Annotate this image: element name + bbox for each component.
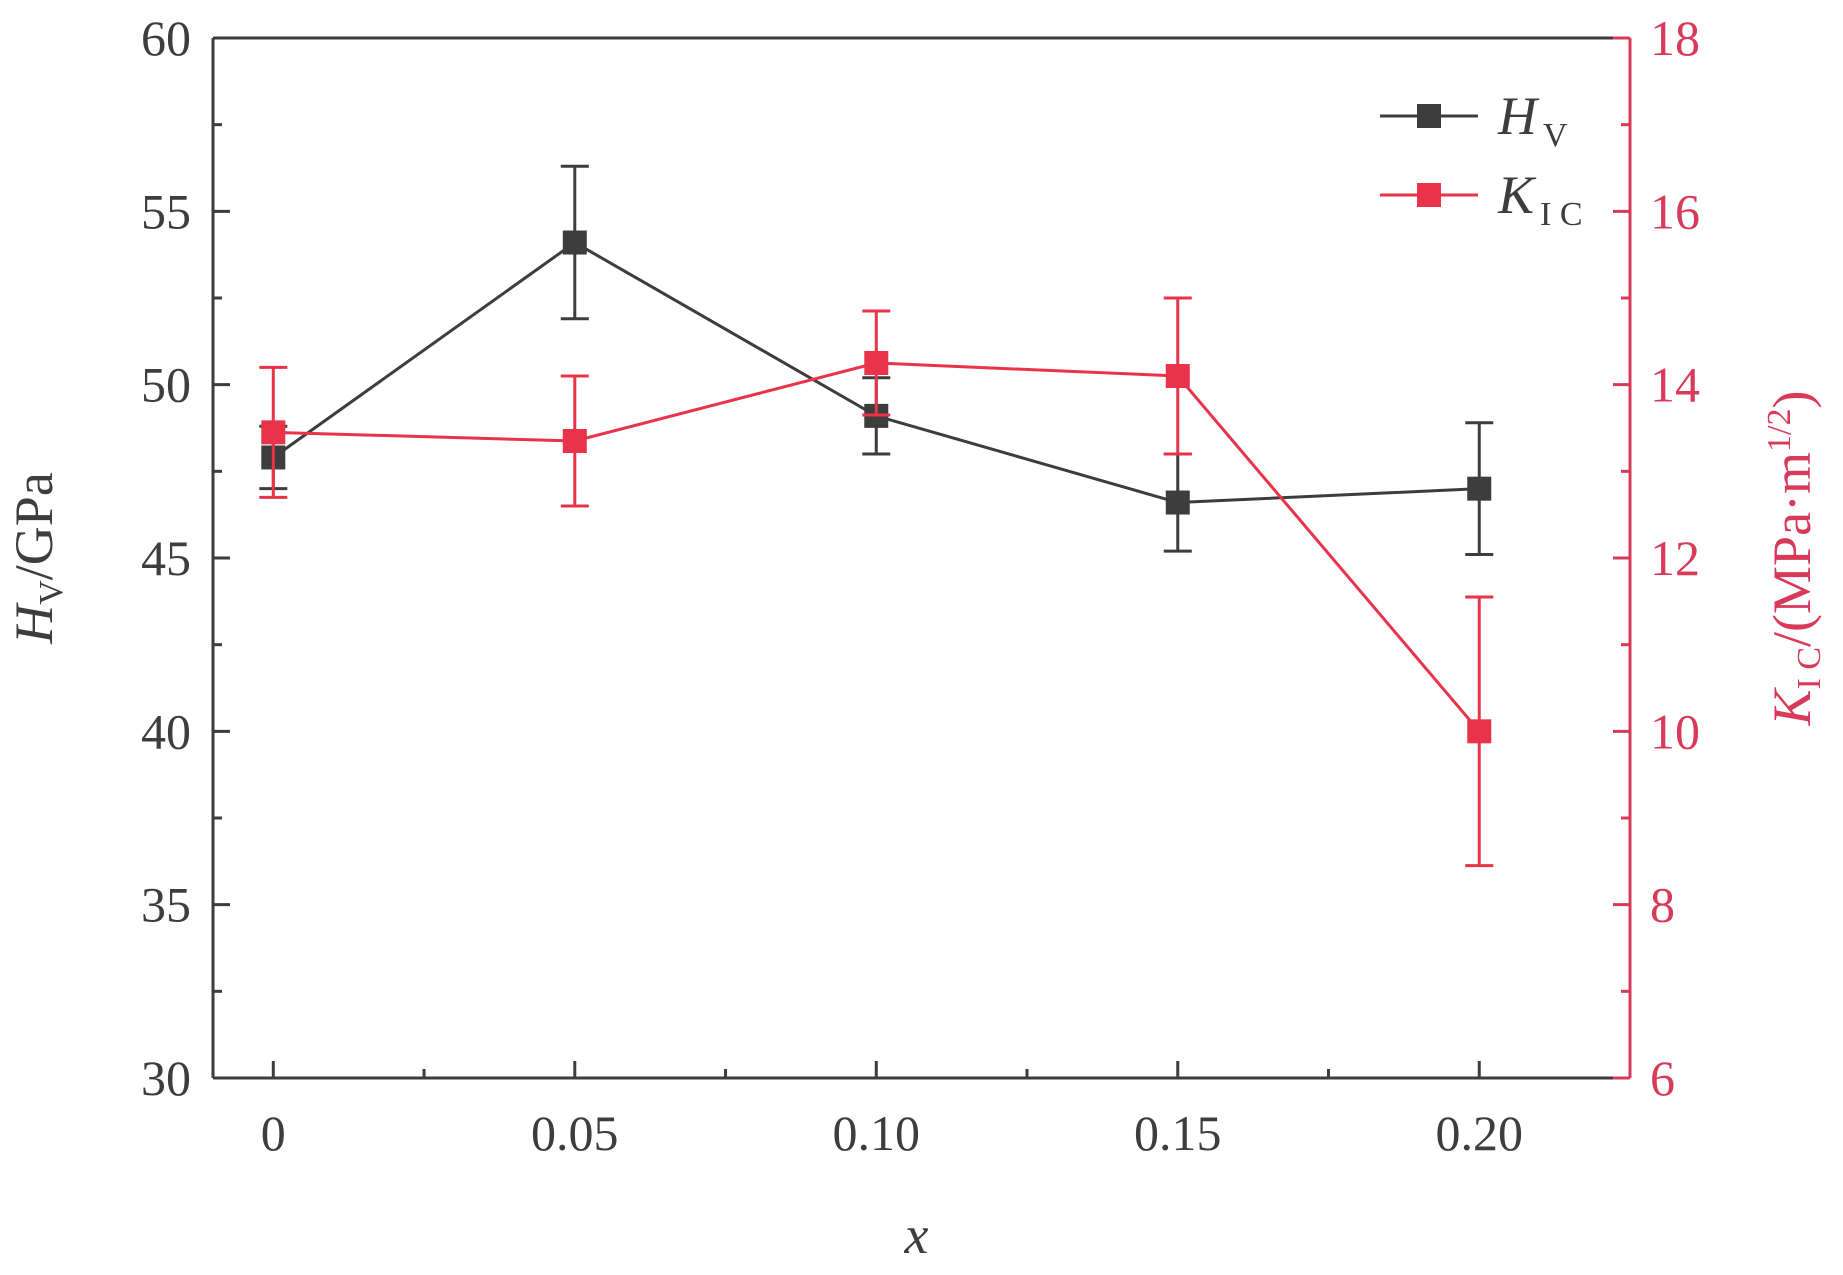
right-axis-title: KI C/(MPa·m1/2) (1761, 391, 1828, 727)
left-axis-title-unit: /GPa (4, 472, 64, 580)
x-tick-label: 0.15 (1134, 1105, 1222, 1161)
x-tick-label: 0.20 (1436, 1105, 1524, 1161)
legend-label-symbol: H (1497, 86, 1540, 146)
right-tick-label: 8 (1650, 877, 1675, 933)
data-point-Hv (562, 230, 587, 255)
data-point-KIC (261, 420, 286, 445)
left-tick-label: 40 (141, 703, 191, 759)
legend-marker-KIC (1417, 183, 1441, 207)
legend: H VK I C (1380, 86, 1583, 233)
left-tick-label: 55 (141, 183, 191, 239)
left-axis-title: HV/GPa (4, 472, 70, 645)
legend-marker-Hv (1417, 104, 1441, 128)
legend-label-symbol: K (1497, 165, 1537, 225)
right-tick-label: 12 (1650, 530, 1700, 586)
data-point-KIC (562, 429, 587, 453)
axes-layer: 30 35 40 45 50 55 60 6 8 10 12 14 16 18 0 0.05 0.10 0.15 0… (4, 10, 1828, 1265)
x-axis-title: x (904, 1205, 929, 1265)
right-tick-label: 16 (1650, 183, 1700, 239)
data-point-Hv (1467, 476, 1492, 501)
data-point-KIC (1165, 364, 1190, 388)
legend-label-subscript: I C (1540, 196, 1583, 233)
right-tick-label: 10 (1650, 703, 1700, 759)
left-tick-label: 35 (141, 877, 191, 933)
left-tick-label: 30 (141, 1050, 191, 1106)
right-tick-label: 18 (1650, 10, 1700, 66)
right-axis-title-symbol: K (1762, 686, 1822, 726)
right-axis-title-unit: /(MPa·m (1762, 452, 1822, 647)
left-tick-label: 60 (141, 10, 191, 66)
right-tick-label: 6 (1650, 1050, 1675, 1106)
legend-label-subscript: V (1543, 117, 1568, 154)
data-point-KIC (1467, 719, 1492, 744)
x-tick-label: 0.05 (531, 1105, 619, 1161)
series-KIC (259, 296, 1494, 868)
right-axis-title-unit-close: ) (1762, 391, 1822, 409)
left-tick-label: 50 (141, 357, 191, 413)
left-axis-title-subscript: V (33, 580, 70, 605)
x-tick-label: 0 (261, 1105, 286, 1161)
right-axis-title-superscript: 1/2 (1761, 409, 1798, 452)
data-point-KIC (864, 351, 889, 375)
left-axis-title-symbol: H (4, 602, 64, 645)
data-point-Hv (1165, 490, 1190, 515)
x-tick-label: 0.10 (833, 1105, 921, 1161)
left-tick-label: 45 (141, 530, 191, 586)
series-layer (259, 164, 1494, 868)
right-axis-title-subscript: I C (1791, 647, 1828, 690)
right-tick-label: 14 (1650, 357, 1700, 413)
